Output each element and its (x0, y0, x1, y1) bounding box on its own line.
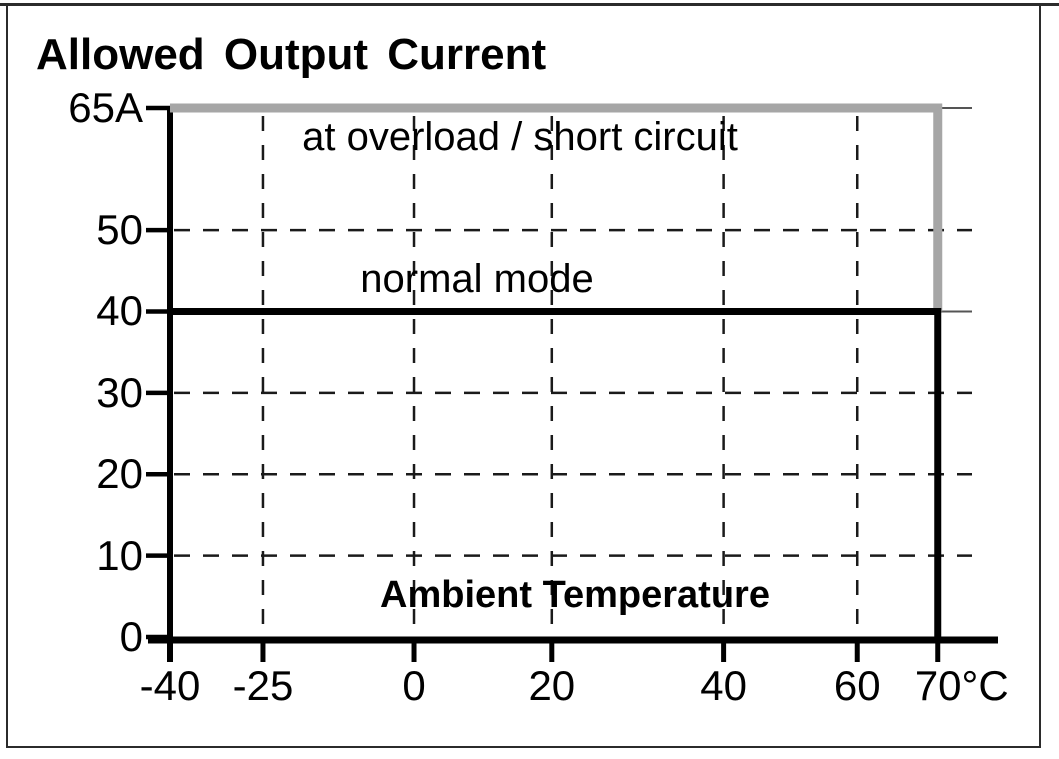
y-tick-label: 20 (96, 450, 143, 498)
x-tick-label: -25 (232, 662, 294, 709)
x-tick-label: 20 (528, 662, 576, 709)
x-tick-label: 60 (833, 662, 881, 709)
x-tick-label: 40 (700, 662, 747, 709)
y-tick-label: 10 (96, 531, 143, 579)
y-tick-label: 65A (68, 84, 143, 131)
y-tick-label: 40 (96, 287, 143, 335)
series-line-overload (170, 103, 943, 312)
y-tick-label: 0 (119, 613, 143, 660)
chart-title: Allowed Output Current (36, 30, 547, 79)
x-axis-title: Ambient Temperature (380, 574, 770, 616)
y-tick-label: 50 (96, 206, 143, 254)
series-label-normal: normal mode (360, 257, 594, 301)
series-line-normal (170, 307, 942, 637)
series-label-overload: at overload / short circuit (302, 115, 738, 159)
x-tick-label: -40 (139, 662, 201, 709)
x-tick-label: 0 (402, 662, 426, 709)
figure-border (6, 3, 1041, 748)
y-tick-label: 30 (96, 368, 143, 416)
x-tick-label: 70°C (914, 662, 1009, 709)
